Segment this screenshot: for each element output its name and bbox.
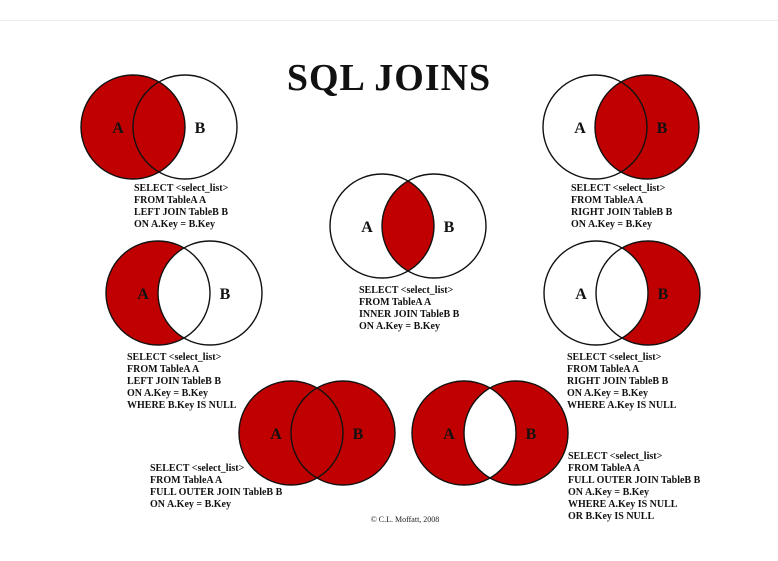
set-b-label: B bbox=[353, 426, 364, 443]
sql-line: FULL OUTER JOIN TableB B bbox=[568, 475, 701, 486]
set-a-outline bbox=[542, 74, 648, 180]
copyright-note: © C.L. Moffatt, 2008 bbox=[370, 515, 440, 524]
set-a-label: A bbox=[112, 120, 124, 137]
sql-line: RIGHT JOIN TableB B bbox=[567, 376, 669, 387]
set-b-label: B bbox=[658, 286, 669, 303]
set-b-outline bbox=[595, 240, 701, 346]
set-b-outline bbox=[290, 380, 396, 486]
sql-line: FULL OUTER JOIN TableB B bbox=[150, 487, 283, 498]
set-a-label: A bbox=[361, 219, 373, 236]
sql-line: LEFT JOIN TableB B bbox=[134, 207, 229, 218]
sql-line: SELECT <select_list> bbox=[127, 352, 222, 363]
sql-line: ON A.Key = B.Key bbox=[568, 487, 649, 498]
full-outer-join-sql: SELECT <select_list> FROM TableA A FULL OU… bbox=[150, 463, 282, 511]
page-title: SQL JOINS bbox=[286, 57, 492, 99]
sql-line: SELECT <select_list> bbox=[150, 463, 245, 474]
set-b-label: B bbox=[220, 286, 231, 303]
set-b-outline bbox=[381, 173, 487, 279]
sql-line: ON A.Key = B.Key bbox=[567, 388, 648, 399]
set-a-label: A bbox=[575, 286, 587, 303]
sql-line: WHERE A.Key IS NULL bbox=[568, 499, 678, 510]
right-join-sql: SELECT <select_list> FROM TableA A RIGHT J… bbox=[571, 183, 672, 231]
sql-line: LEFT JOIN TableB B bbox=[127, 376, 222, 387]
sql-line: SELECT <select_list> bbox=[567, 352, 662, 363]
sql-line: ON A.Key = B.Key bbox=[127, 388, 208, 399]
sql-line: INNER JOIN TableB B bbox=[359, 309, 460, 320]
sql-line: SELECT <select_list> bbox=[359, 285, 454, 296]
set-a-label: A bbox=[137, 286, 149, 303]
set-b-outline bbox=[463, 380, 569, 486]
sql-line: RIGHT JOIN TableB B bbox=[571, 207, 673, 218]
set-a-label: A bbox=[574, 120, 586, 137]
inner-join-sql: SELECT <select_list> FROM TableA A INNER J… bbox=[359, 285, 459, 333]
sql-line: ON A.Key = B.Key bbox=[571, 219, 652, 230]
sql-line: FROM TableA A bbox=[571, 195, 644, 206]
set-a-label: A bbox=[270, 426, 282, 443]
set-a-outline bbox=[411, 380, 517, 486]
top-rule bbox=[0, 20, 778, 21]
set-a-outline bbox=[80, 74, 186, 180]
sql-line: WHERE A.Key IS NULL bbox=[567, 400, 677, 411]
sql-line: ON A.Key = B.Key bbox=[359, 321, 440, 332]
sql-line: OR B.Key IS NULL bbox=[568, 511, 655, 522]
sql-line: FROM TableA A bbox=[150, 475, 223, 486]
set-a-label: A bbox=[443, 426, 455, 443]
sql-line: FROM TableA A bbox=[359, 297, 432, 308]
set-b-label: B bbox=[444, 219, 455, 236]
set-b-label: B bbox=[526, 426, 537, 443]
sql-line: SELECT <select_list> bbox=[134, 183, 229, 194]
sql-line: FROM TableA A bbox=[127, 364, 200, 375]
sql-line: ON A.Key = B.Key bbox=[134, 219, 215, 230]
set-b-outline bbox=[132, 74, 238, 180]
set-b-outline bbox=[157, 240, 263, 346]
left-excluding-join-sql: SELECT <select_list> FROM TableA A LEFT JO… bbox=[127, 352, 236, 412]
set-a-outline bbox=[105, 240, 211, 346]
set-a-outline bbox=[543, 240, 649, 346]
set-a-outline bbox=[238, 380, 344, 486]
sql-line: FROM TableA A bbox=[567, 364, 640, 375]
sql-line: SELECT <select_list> bbox=[571, 183, 666, 194]
set-b-label: B bbox=[195, 120, 206, 137]
intersection-fill bbox=[382, 174, 434, 278]
sql-line: WHERE B.Key IS NULL bbox=[127, 400, 237, 411]
sql-line: FROM TableA A bbox=[568, 463, 641, 474]
sql-line: FROM TableA A bbox=[134, 195, 207, 206]
set-a-outline bbox=[329, 173, 435, 279]
sql-line: ON A.Key = B.Key bbox=[150, 499, 231, 510]
right-excluding-join-sql: SELECT <select_list> FROM TableA A RIGHT J… bbox=[567, 352, 676, 412]
set-b-label: B bbox=[657, 120, 668, 137]
full-outer-excluding-join-sql: SELECT <select_list> FROM TableA A FULL OU… bbox=[568, 451, 700, 523]
sql-line: SELECT <select_list> bbox=[568, 451, 663, 462]
set-b-outline bbox=[594, 74, 700, 180]
left-join-sql: SELECT <select_list> FROM TableA A LEFT JO… bbox=[134, 183, 228, 231]
